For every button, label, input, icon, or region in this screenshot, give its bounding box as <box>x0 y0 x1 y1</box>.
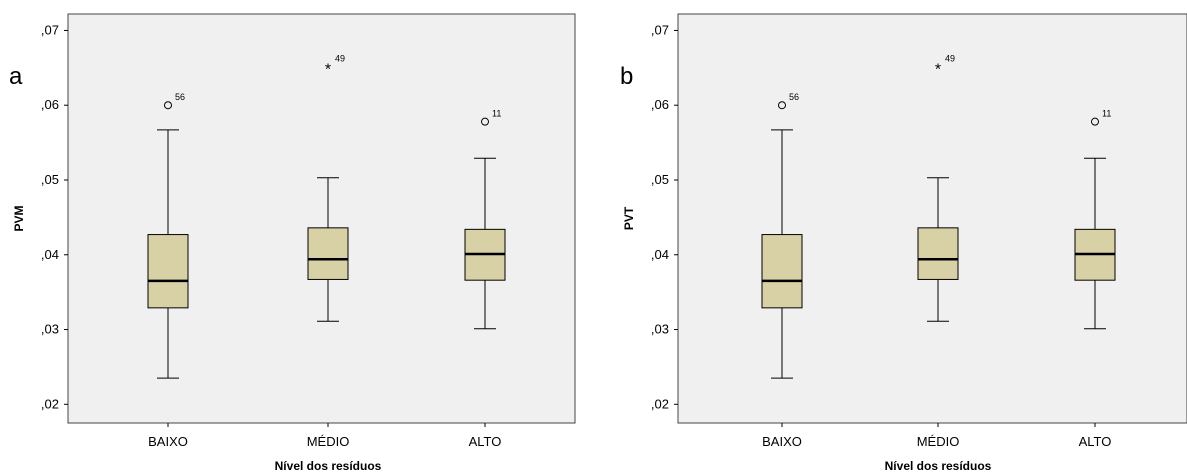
y-tick-label: ,07 <box>651 22 669 37</box>
x-category-label: ALTO <box>1079 434 1112 449</box>
box-médio: MÉDIO * 49 <box>307 53 350 449</box>
y-tick-label: ,05 <box>651 172 669 187</box>
y-axis-title: PVT <box>622 206 636 230</box>
y-tick-label: ,03 <box>651 322 669 337</box>
chart-panel-b: b ,02 ,03 ,04 ,05 ,06 ,07 PVT Nível dos resíduos… <box>620 13 1187 473</box>
plot-area <box>67 13 576 424</box>
outlier-label: 11 <box>1102 109 1111 119</box>
y-tick-label: ,06 <box>41 97 59 112</box>
outlier-label: 56 <box>789 92 799 102</box>
x-axis-title: Nível dos resíduos <box>885 459 992 473</box>
iqr-box <box>761 234 803 309</box>
x-category-label: MÉDIO <box>917 434 960 449</box>
x-category-label: ALTO <box>469 434 502 449</box>
panel-label: a <box>9 63 23 90</box>
box-baixo: BAIXO 56 <box>761 92 803 449</box>
outlier-circle <box>1091 117 1099 126</box>
extreme-outlier-star: * <box>935 61 941 78</box>
plot-area <box>677 13 1187 424</box>
iqr-box <box>307 227 349 280</box>
y-tick-label: ,05 <box>41 172 59 187</box>
panel-label: b <box>620 63 633 90</box>
y-tick-label: ,04 <box>651 247 669 262</box>
x-category-label: MÉDIO <box>307 434 350 449</box>
y-tick-label: ,04 <box>41 247 59 262</box>
box-médio: MÉDIO * 49 <box>917 53 960 449</box>
y-tick-label: ,02 <box>651 396 669 411</box>
iqr-box <box>147 234 189 309</box>
x-axis-title: Nível dos resíduos <box>275 459 382 473</box>
outlier-label: 11 <box>492 109 501 119</box>
outlier-circle <box>164 101 172 110</box>
outlier-circle <box>778 101 786 110</box>
y-tick-label: ,06 <box>651 97 669 112</box>
outlier-label: 56 <box>175 92 185 102</box>
x-category-label: BAIXO <box>762 434 802 449</box>
extreme-outlier-star: * <box>325 61 331 78</box>
y-axis-title: PVM <box>12 205 26 231</box>
box-baixo: BAIXO 56 <box>147 92 189 449</box>
chart-panel-a: a ,02 ,03 ,04 ,05 ,06 ,07 PVM Nível dos resíduos… <box>9 13 576 473</box>
outlier-label: 49 <box>335 53 345 63</box>
y-tick-label: ,02 <box>41 396 59 411</box>
box-alto: ALTO 11 <box>464 109 506 449</box>
x-category-label: BAIXO <box>148 434 188 449</box>
y-tick-label: ,07 <box>41 22 59 37</box>
outlier-label: 49 <box>945 53 955 63</box>
iqr-box <box>917 227 959 280</box>
outlier-circle <box>481 117 489 126</box>
y-tick-label: ,03 <box>41 322 59 337</box>
box-alto: ALTO 11 <box>1074 109 1116 449</box>
